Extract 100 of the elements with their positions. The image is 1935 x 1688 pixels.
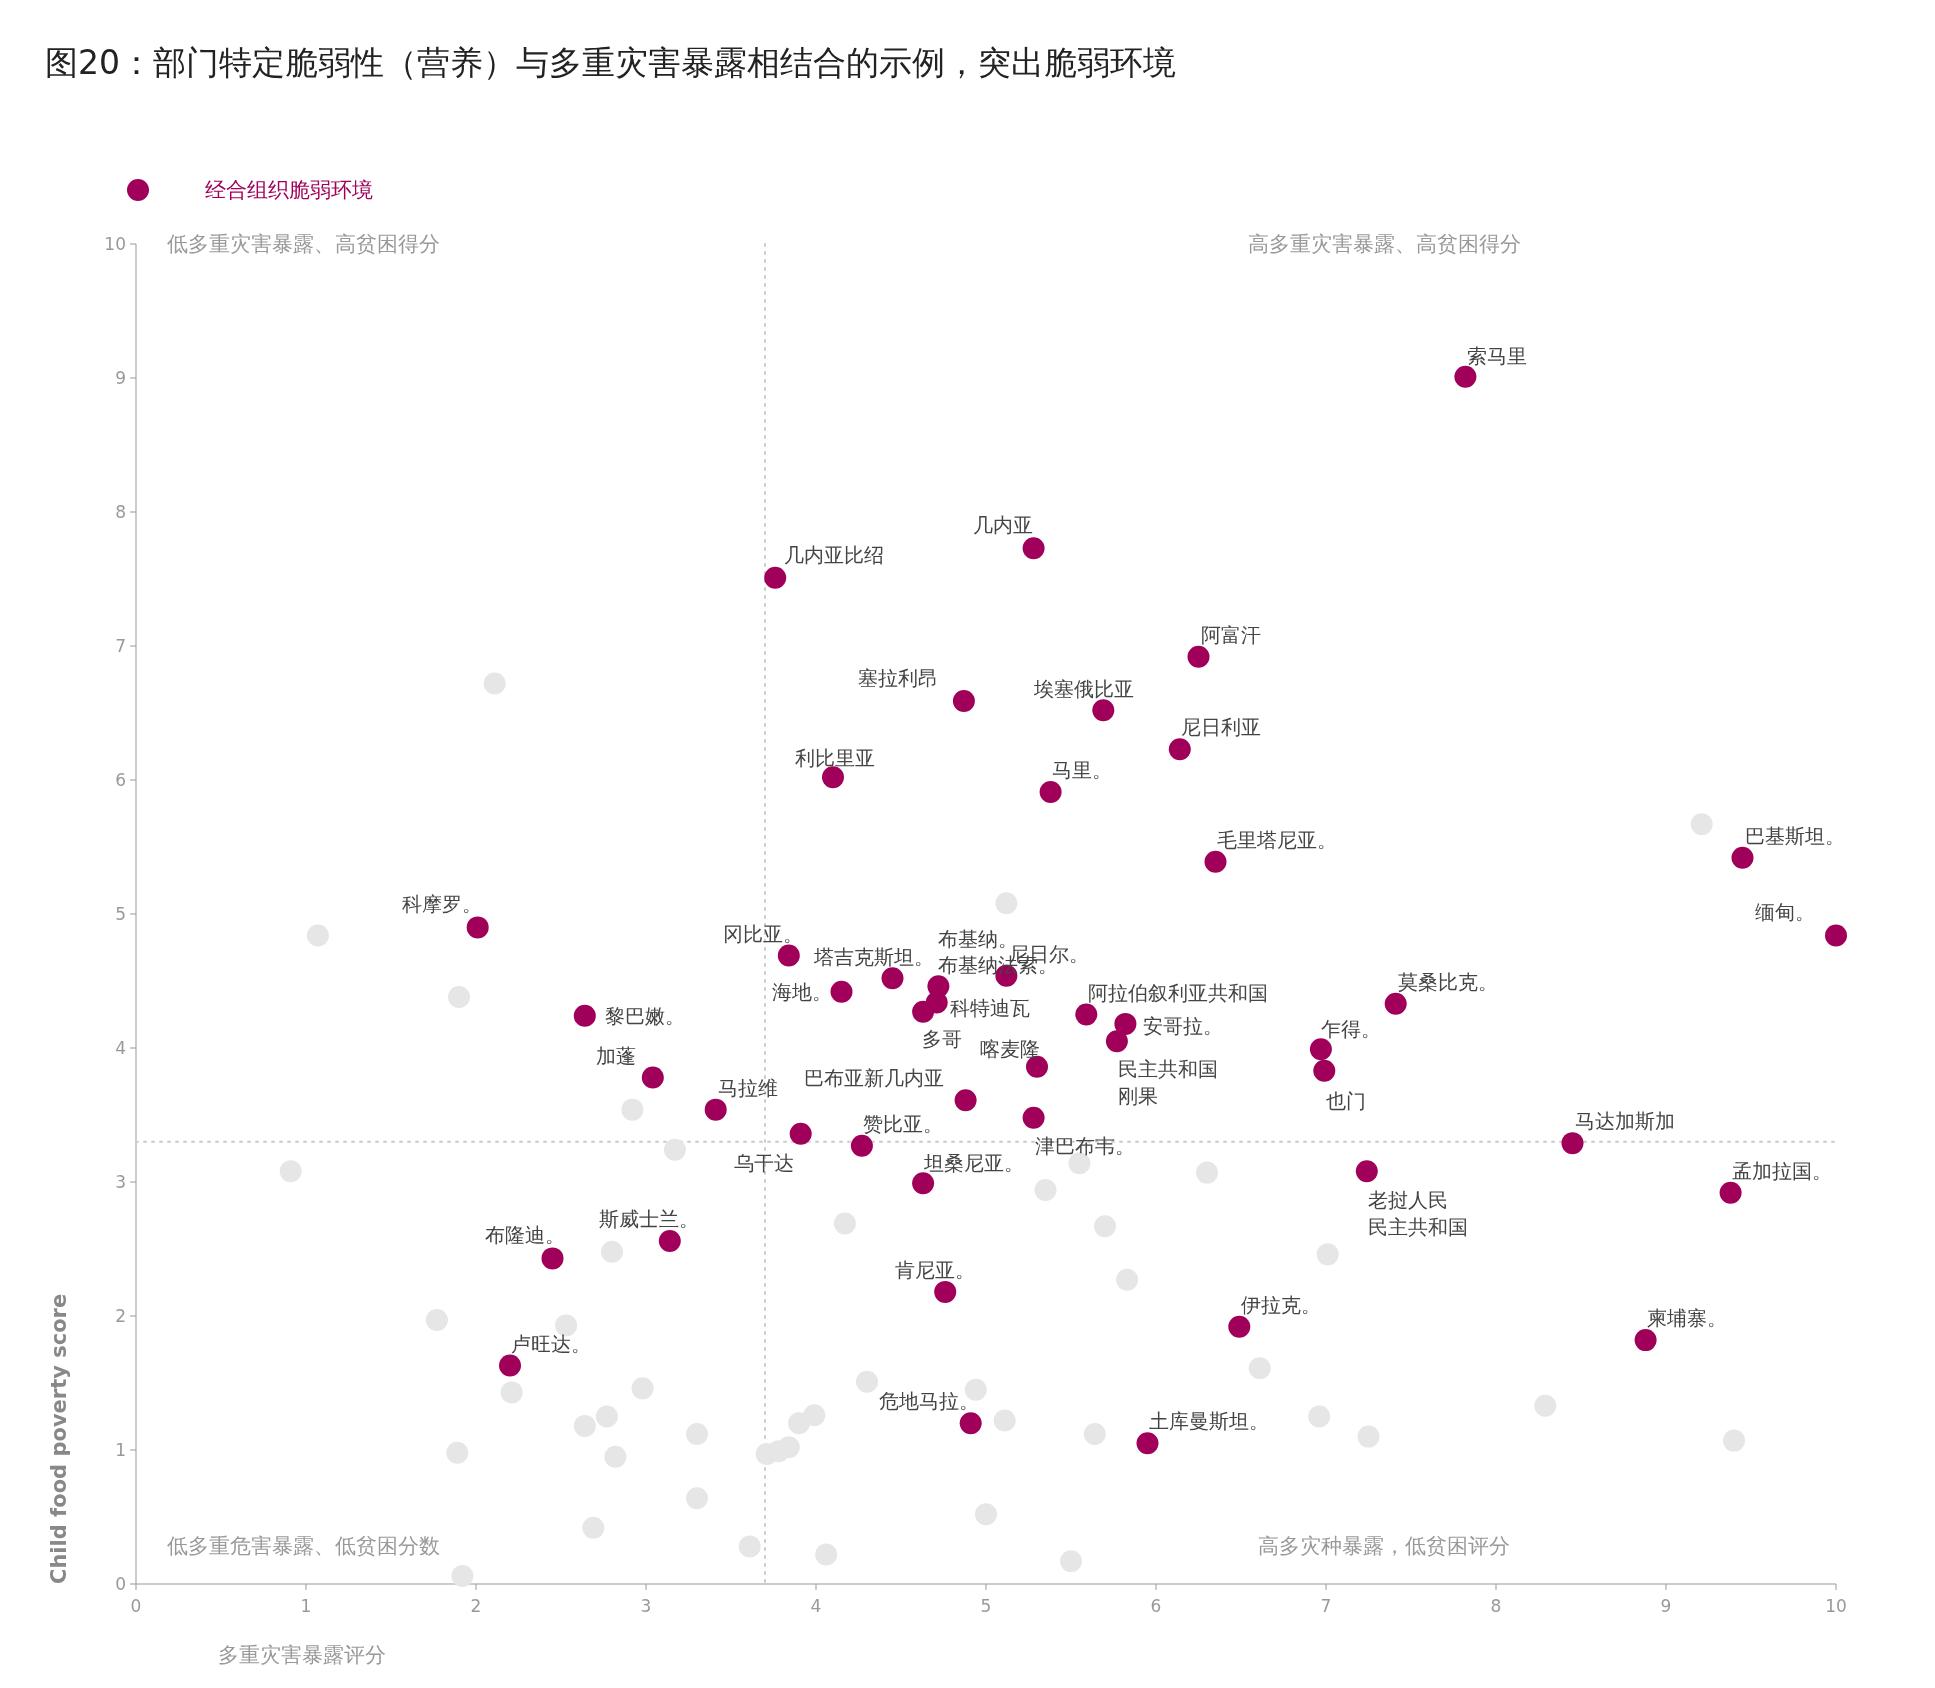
annotation: 赞比亚。 [863,1112,944,1137]
point [1022,537,1045,560]
y-axis-title: Child food poverty score [47,1293,71,1584]
point [777,944,800,967]
point [1313,1059,1336,1082]
point [1168,738,1191,761]
x-tick-label: 10 [1825,1596,1847,1616]
point [1690,813,1713,836]
point [1309,1038,1332,1061]
x-tick-label: 4 [810,1596,822,1616]
point [1357,1425,1380,1448]
point [881,967,904,990]
point [959,1412,982,1435]
annotation: 埃塞俄比亚 [1033,676,1135,701]
point [1316,1243,1339,1266]
annotation: 毛里塔尼亚。 [1216,827,1337,852]
annotation: 海地。 [772,980,833,1005]
point [1114,1012,1137,1035]
annotation: 布隆迪。 [484,1223,565,1248]
point [803,1404,826,1427]
annotation: 几内亚 [973,513,1034,538]
point [912,1172,935,1195]
annotation: 黎巴嫩。 [604,1004,685,1029]
point [279,1160,302,1183]
point [499,1354,521,1377]
annotation: 低多重灾害暴露、高贫困得分 [167,232,441,257]
point [1308,1405,1331,1428]
x-axis-title: 多重灾害暴露评分 [218,1643,386,1667]
point [764,566,787,589]
point [1034,1179,1057,1202]
annotation: 巴布亚新几内亚 [803,1066,944,1091]
annotation: 低多重危害暴露、低贫困分数 [167,1533,441,1558]
point [830,980,853,1003]
point [934,1280,957,1303]
point [1204,850,1227,873]
x-tick-label: 1 [300,1596,312,1616]
point [1719,1181,1742,1204]
y-tick-label: 3 [115,1172,126,1192]
x-tick-label: 0 [130,1596,142,1616]
point [1092,699,1115,722]
annotation: 阿富汗 [1200,622,1261,647]
annotation: 多哥 [921,1027,962,1052]
point [1534,1394,1557,1417]
annotation: 柬埔寨。 [1646,1306,1727,1331]
annotation: 莫桑比克。 [1398,969,1499,994]
point [500,1381,523,1404]
point [995,892,1018,915]
point [777,1436,800,1459]
x-tick-label: 2 [470,1596,482,1616]
annotation: 孟加拉国。 [1731,1158,1832,1183]
point [1187,645,1210,668]
point [1634,1329,1657,1352]
annotation: 几内亚比绍 [783,542,884,567]
annotation: 安哥拉。 [1142,1013,1223,1038]
annotation: 民主共和国刚果 [1118,1056,1219,1108]
point [822,766,844,789]
point [964,1378,987,1401]
point [1094,1215,1116,1238]
point [425,1309,448,1332]
point [1248,1357,1271,1380]
annotation: 喀麦隆 [980,1036,1041,1061]
text: 经合组织脆弱环境 [205,178,373,202]
point [604,1445,627,1468]
point [1060,1550,1082,1573]
annotation: 冈比亚。 [723,921,804,946]
point [1116,1268,1139,1291]
annotation: 危地马拉。 [879,1389,980,1414]
y-tick-label: 9 [115,368,126,388]
point [306,924,329,947]
annotation: 塞拉利昂 [857,665,938,690]
point [1022,1106,1045,1129]
x-tick-label: 9 [1660,1596,1672,1616]
point [686,1487,708,1510]
point [1723,1429,1745,1452]
point [856,1370,878,1393]
point [738,1535,761,1558]
point [573,1004,596,1027]
point [448,986,470,1009]
y-tick-label: 6 [115,770,126,790]
x-tick-label: 8 [1490,1596,1502,1616]
x-tick-label: 7 [1320,1596,1332,1616]
point [686,1422,708,1445]
point [621,1098,644,1121]
y-tick-label: 10 [104,234,126,254]
point [993,1409,1016,1432]
point [1454,365,1477,388]
annotation: 肯尼亚。 [894,1258,975,1283]
x-tick-label: 3 [640,1596,652,1616]
annotation: 索马里 [1466,344,1527,369]
annotation: 阿拉伯叙利亚共和国 [1087,980,1268,1005]
annotation: 加蓬 [596,1043,637,1068]
y-tick-label: 0 [115,1574,126,1594]
annotation: 马拉维 [718,1075,779,1100]
point [833,1212,856,1235]
point [451,1564,474,1587]
point [573,1414,596,1437]
point [1039,781,1062,804]
annotation: 卢旺达。 [511,1331,592,1356]
point [641,1066,664,1089]
point [446,1441,469,1464]
